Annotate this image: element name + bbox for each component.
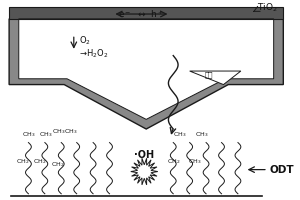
Text: ODT: ODT: [270, 165, 294, 175]
Polygon shape: [131, 158, 158, 185]
Text: CH$_2$: CH$_2$: [33, 157, 47, 166]
Text: →H$_2$O$_2$: →H$_2$O$_2$: [79, 48, 108, 60]
Text: O$_2$: O$_2$: [79, 34, 91, 47]
Text: ·OH: ·OH: [134, 150, 154, 160]
Text: CH$_2$: CH$_2$: [51, 160, 64, 169]
Text: 护栖: 护栖: [205, 72, 213, 78]
Text: CH$_2$: CH$_2$: [16, 157, 29, 166]
Polygon shape: [9, 19, 283, 129]
Polygon shape: [190, 71, 241, 85]
Text: CH$_3$: CH$_3$: [39, 130, 52, 139]
Text: CH$_3$: CH$_3$: [196, 130, 209, 139]
Polygon shape: [9, 7, 283, 19]
Text: TiO$_2$: TiO$_2$: [257, 2, 278, 14]
Text: e$^-$  ↔  h$^+$: e$^-$ ↔ h$^+$: [118, 8, 164, 20]
Polygon shape: [19, 19, 274, 119]
Text: CH$_2$: CH$_2$: [167, 157, 180, 166]
Text: CH$_3$: CH$_3$: [173, 130, 187, 139]
Text: CH$_3$: CH$_3$: [22, 130, 35, 139]
Text: CH$_3$: CH$_3$: [188, 157, 201, 166]
Text: CH$_3$CH$_3$: CH$_3$CH$_3$: [52, 127, 78, 136]
